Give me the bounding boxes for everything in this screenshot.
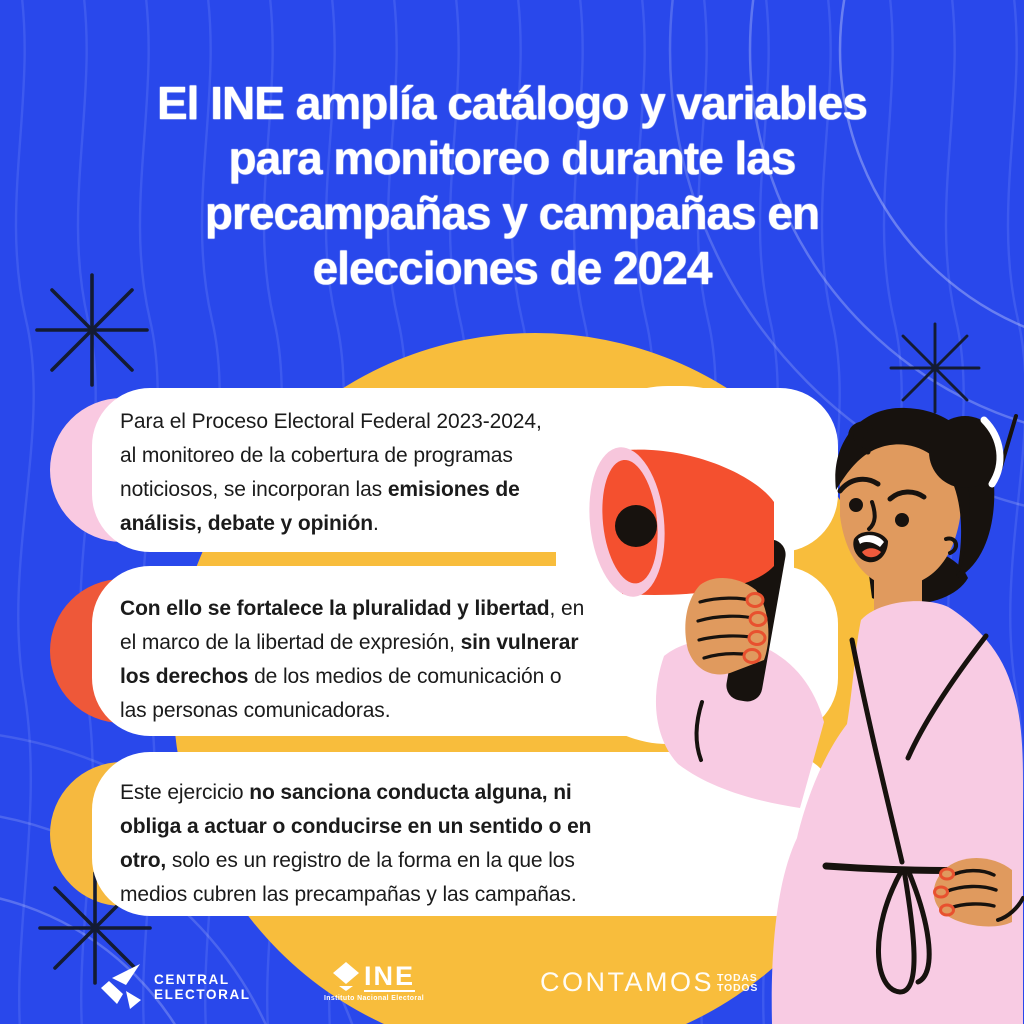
info-card-3-text: Este ejercicio no sanciona conducta algu…	[120, 781, 592, 906]
ine-subtitle: Instituto Nacional Electoral	[323, 995, 425, 1002]
info-card-2-text: Con ello se fortalece la pluralidad y li…	[120, 597, 585, 722]
title-line: para monitoreo durante las	[228, 132, 796, 184]
central-electoral-mark-icon	[101, 964, 141, 1009]
page-title: El INE amplía catálogo y variables para …	[0, 76, 1024, 296]
central-electoral-logo: CENTRAL ELECTORAL	[100, 964, 251, 1010]
info-card-2: Con ello se fortalece la pluralidad y li…	[92, 566, 838, 736]
ine-logo: INE Instituto Nacional Electoral	[314, 962, 434, 1002]
central-electoral-line2: ELECTORAL	[154, 987, 251, 1002]
title-line: precampañas y campañas en	[204, 187, 820, 239]
contamos-main-text: CONTAMOS	[540, 967, 714, 997]
contamos-wordmark: CONTAMOS TODAS TODOS	[540, 968, 758, 996]
hand-on-hip	[933, 858, 1024, 927]
title-line: El INE amplía catálogo y variables	[157, 77, 868, 129]
info-card-1-text: Para el Proceso Electoral Federal 2023-2…	[120, 410, 542, 535]
ine-wordmark: INE	[363, 960, 415, 992]
contamos-todas: TODAS	[717, 972, 758, 984]
ine-ballot-diamond-icon	[332, 962, 359, 991]
info-card-1: Para el Proceso Electoral Federal 2023-2…	[92, 388, 838, 552]
info-card-3: Este ejercicio no sanciona conducta algu…	[92, 752, 838, 916]
title-line: elecciones de 2024	[312, 242, 713, 294]
asterisk-icon	[889, 322, 981, 414]
central-electoral-line1: CENTRAL	[154, 972, 230, 987]
woman-head	[835, 407, 1004, 587]
contamos-todos: TODOS	[717, 982, 759, 994]
